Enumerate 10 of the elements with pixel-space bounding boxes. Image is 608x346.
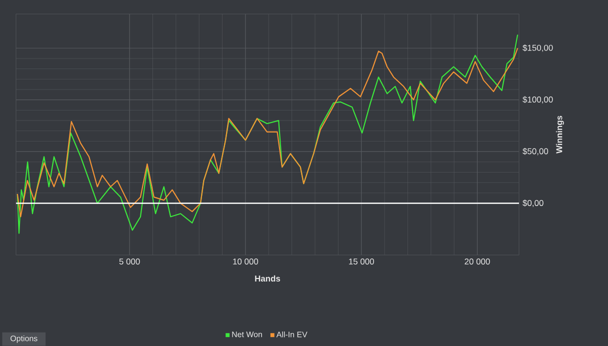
y-axis-title: Winnings: [556, 116, 564, 154]
y-tick-label: $0,00: [522, 200, 544, 207]
x-tick-label: 15 000: [349, 258, 374, 265]
y-tick-label: $150,00: [522, 44, 553, 52]
x-tick-label: 5 000: [119, 258, 140, 265]
y-tick-label: $50,00: [522, 148, 548, 156]
x-tick-label: 20 000: [464, 258, 490, 265]
x-axis-title: Hands: [255, 275, 280, 282]
y-tick-label: $100,00: [522, 96, 553, 104]
x-tick-label: 10 000: [233, 258, 258, 265]
